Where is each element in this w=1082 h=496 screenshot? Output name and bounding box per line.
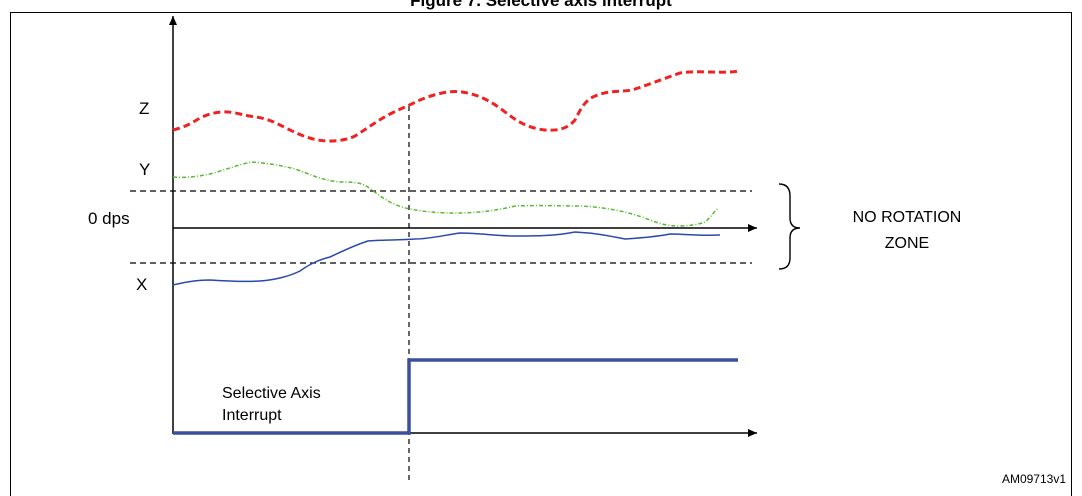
zero-dps-label: 0 dps xyxy=(88,209,130,228)
figure-title: Figure 7. Selective axis interrupt xyxy=(410,0,672,10)
y-label: Y xyxy=(139,160,150,179)
no-rotation-zone-label-line2: ZONE xyxy=(885,235,929,252)
zone-brace-icon xyxy=(778,183,801,270)
interrupt-signal xyxy=(173,358,738,435)
y-axis-trace xyxy=(172,161,719,227)
x-label: X xyxy=(136,275,147,294)
figure-reference-code: AM09713v1 xyxy=(1002,472,1066,486)
no-rotation-zone-label-line1: NO ROTATION xyxy=(853,209,962,226)
interrupt-label-line2: Interrupt xyxy=(222,407,282,424)
figure-frame xyxy=(10,12,1072,496)
x-axis-trace xyxy=(172,231,721,286)
z-label: Z xyxy=(139,99,149,118)
z-axis-trace xyxy=(172,69,741,143)
interrupt-label-line1: Selective Axis xyxy=(222,385,321,402)
